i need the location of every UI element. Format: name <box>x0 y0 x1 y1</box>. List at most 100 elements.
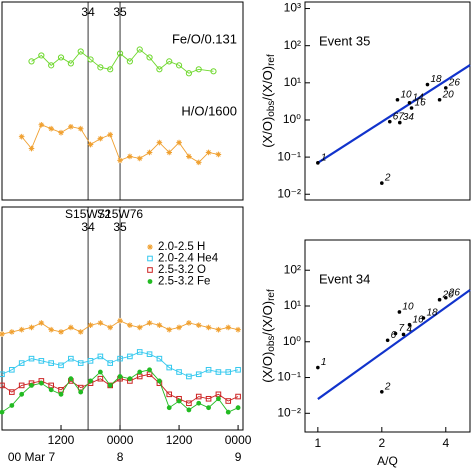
marker <box>0 382 5 389</box>
x-tick-label: 1200 <box>166 433 193 447</box>
event-label: 35 <box>113 5 127 19</box>
series-label: H/O/1600 <box>181 103 237 118</box>
y-axis-label-part: /(X/O) <box>260 301 275 336</box>
marker <box>0 409 5 415</box>
marker <box>156 322 163 328</box>
plot-frame <box>304 1 471 201</box>
point <box>443 295 448 300</box>
y-tick-label: 10¹ <box>284 75 301 89</box>
plot-frame <box>304 239 471 433</box>
event-label: 34 <box>81 5 95 19</box>
point-label: 4 <box>407 324 413 335</box>
marker <box>186 153 192 160</box>
event-label: 35 <box>113 220 127 234</box>
marker <box>48 125 54 132</box>
point <box>407 322 412 327</box>
point-label: 2 <box>384 381 391 392</box>
marker <box>107 324 114 331</box>
marker <box>87 322 94 328</box>
marker <box>126 58 133 65</box>
y-tick-label: 10⁻¹ <box>277 370 301 384</box>
marker <box>28 58 35 65</box>
marker <box>205 366 212 373</box>
plot-frame <box>1 1 244 201</box>
y-tick-label: 10² <box>284 38 301 52</box>
marker <box>176 324 182 331</box>
marker <box>97 320 104 326</box>
marker <box>225 398 232 404</box>
marker <box>107 360 114 366</box>
y-tick-label: 10⁻¹ <box>277 149 301 163</box>
y-axis-label-part: (X/O) <box>260 117 275 148</box>
marker <box>215 151 222 158</box>
marker <box>9 403 15 408</box>
marker <box>117 374 123 379</box>
marker <box>107 383 113 388</box>
x-tick-label: 1 <box>315 436 322 450</box>
marker <box>38 121 45 128</box>
marker <box>117 355 123 362</box>
y-tick-label: 10¹ <box>284 298 301 312</box>
point-label: 7 <box>399 323 405 334</box>
marker <box>97 353 104 360</box>
marker <box>166 364 173 371</box>
point <box>380 181 384 185</box>
point-label: 1 <box>321 152 327 163</box>
marker <box>137 369 143 375</box>
y-axis-label-part: obs <box>266 101 277 117</box>
x-tick-label: 1200 <box>48 433 75 447</box>
marker <box>146 149 153 156</box>
marker <box>127 353 133 360</box>
marker <box>176 369 182 375</box>
marker <box>195 159 202 166</box>
point <box>401 332 406 337</box>
marker <box>58 129 64 136</box>
marker <box>18 326 25 333</box>
marker <box>87 56 94 63</box>
x-tick-label: 2 <box>378 436 385 450</box>
marker <box>29 383 34 388</box>
marker <box>68 376 74 382</box>
marker <box>185 70 192 77</box>
marker <box>28 324 35 331</box>
point <box>397 120 402 125</box>
point <box>421 316 426 320</box>
series-line <box>1 351 239 377</box>
marker <box>186 400 192 407</box>
marker <box>107 66 114 73</box>
point-label: 10 <box>400 89 412 100</box>
x-tick-label: 4 <box>442 436 449 450</box>
y-tick-label: 10² <box>284 262 301 276</box>
marker <box>225 409 231 415</box>
marker <box>195 393 202 400</box>
marker <box>195 322 202 328</box>
marker <box>116 50 124 57</box>
marker <box>9 366 15 373</box>
date-label: 8 <box>117 450 124 464</box>
marker <box>205 395 212 402</box>
marker <box>136 155 143 162</box>
marker <box>195 371 202 378</box>
chart-title: Event 34 <box>319 271 370 286</box>
marker <box>0 371 5 378</box>
point <box>380 389 384 394</box>
point-label: 6 <box>391 330 397 341</box>
marker <box>117 317 123 324</box>
marker <box>146 54 153 61</box>
marker <box>136 46 143 53</box>
marker <box>28 355 35 362</box>
y-axis-label-part: obs <box>266 336 277 352</box>
marker <box>147 367 152 373</box>
chart-title: Event 35 <box>319 33 370 48</box>
legend-label: 2.5-3.2 Fe <box>158 276 210 288</box>
marker <box>147 267 153 273</box>
point <box>425 82 430 87</box>
marker <box>156 378 162 384</box>
marker <box>146 320 153 326</box>
x-axis-label: A/Q <box>377 454 398 468</box>
marker <box>48 326 54 333</box>
marker <box>97 135 104 142</box>
series-label: Fe/O/0.131 <box>172 31 237 46</box>
marker <box>156 355 163 362</box>
point <box>393 331 398 336</box>
